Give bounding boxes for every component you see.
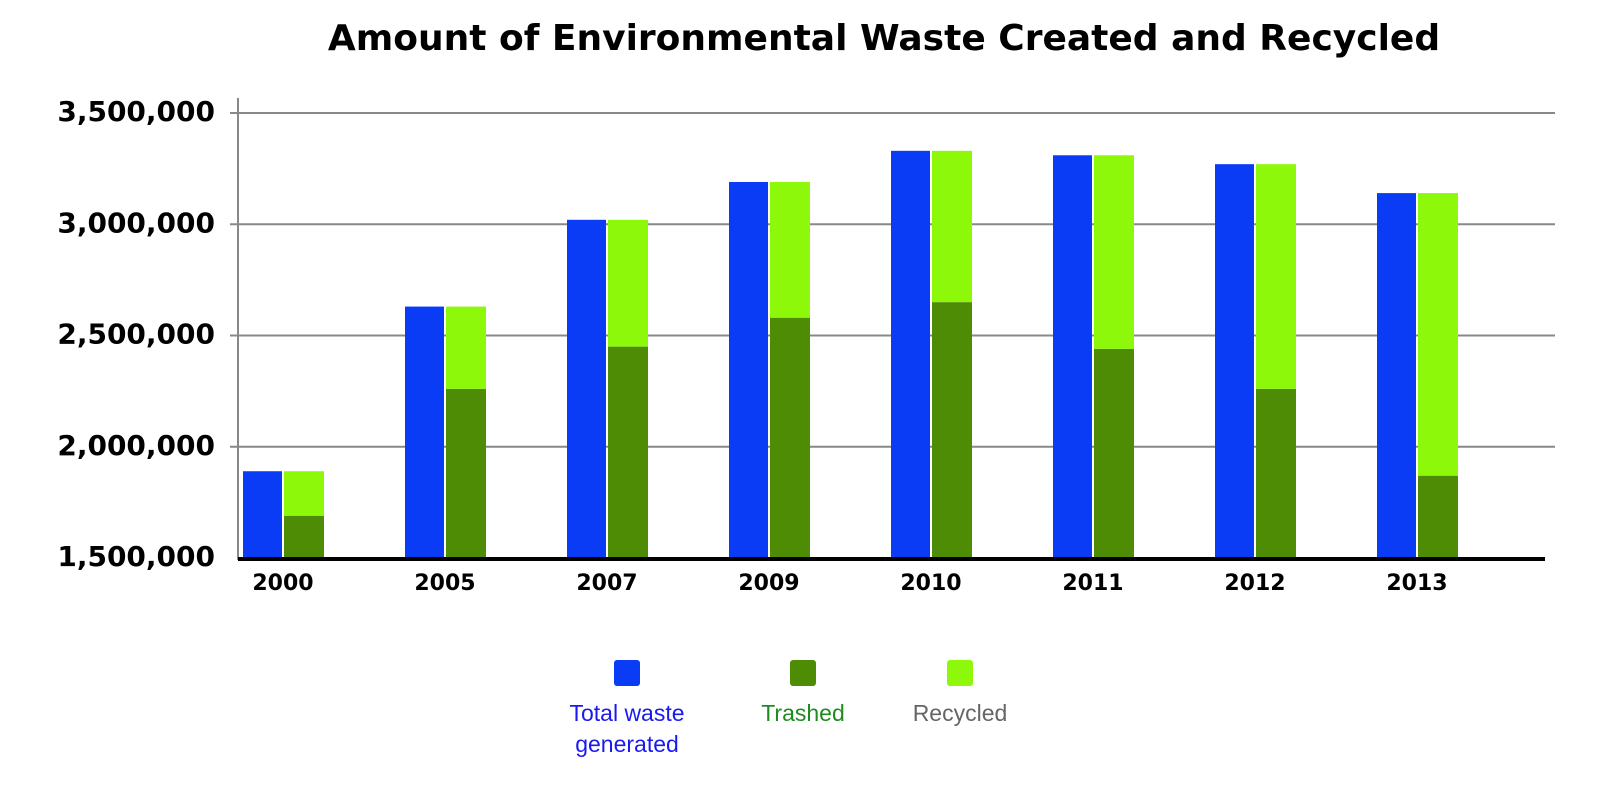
legend-swatch bbox=[614, 660, 640, 686]
legend-item: Trashed bbox=[713, 660, 893, 729]
bar bbox=[567, 219, 606, 559]
x-tick-label: 2009 bbox=[738, 571, 799, 596]
bar bbox=[1418, 475, 1458, 558]
bar bbox=[1094, 348, 1134, 558]
legend-item: Total waste generated bbox=[537, 660, 717, 760]
legend-item: Recycled bbox=[870, 660, 1050, 729]
bar bbox=[932, 302, 972, 558]
x-tick-label: 2012 bbox=[1224, 571, 1285, 596]
x-tick-label: 2000 bbox=[252, 571, 313, 596]
bar bbox=[770, 181, 810, 318]
chart-title: Amount of Environmental Waste Created an… bbox=[328, 18, 1440, 59]
y-tick-label: 3,500,000 bbox=[57, 95, 215, 128]
legend-label: Total waste generated bbox=[569, 700, 685, 757]
bar bbox=[1053, 155, 1092, 558]
y-tick-label: 3,000,000 bbox=[57, 206, 215, 239]
bar bbox=[1377, 193, 1416, 558]
bar bbox=[284, 471, 324, 516]
y-tick-label: 1,500,000 bbox=[57, 540, 215, 573]
bar bbox=[1256, 164, 1296, 389]
bar bbox=[770, 317, 810, 558]
bar bbox=[1256, 388, 1296, 558]
y-tick-label: 2,000,000 bbox=[57, 429, 215, 462]
bar bbox=[1094, 155, 1134, 349]
bar bbox=[891, 150, 930, 558]
y-tick-label: 2,500,000 bbox=[57, 318, 215, 351]
bar bbox=[405, 306, 444, 558]
bar bbox=[729, 181, 768, 558]
legend-swatch bbox=[790, 660, 816, 686]
x-tick-label: 2005 bbox=[414, 571, 475, 596]
bar bbox=[932, 150, 972, 303]
bar bbox=[1215, 164, 1254, 559]
bar bbox=[284, 515, 324, 558]
bar bbox=[608, 219, 648, 347]
bar bbox=[446, 388, 486, 558]
bar bbox=[1418, 193, 1458, 476]
x-tick-label: 2013 bbox=[1386, 571, 1447, 596]
x-tick-label: 2010 bbox=[900, 571, 961, 596]
legend-label: Trashed bbox=[761, 700, 845, 726]
x-tick-label: 2011 bbox=[1062, 571, 1123, 596]
legend-swatch bbox=[947, 660, 973, 686]
legend-label: Recycled bbox=[912, 700, 1008, 726]
bar bbox=[608, 346, 648, 558]
bar bbox=[446, 306, 486, 389]
x-tick-label: 2007 bbox=[576, 571, 637, 596]
bar bbox=[243, 471, 282, 558]
